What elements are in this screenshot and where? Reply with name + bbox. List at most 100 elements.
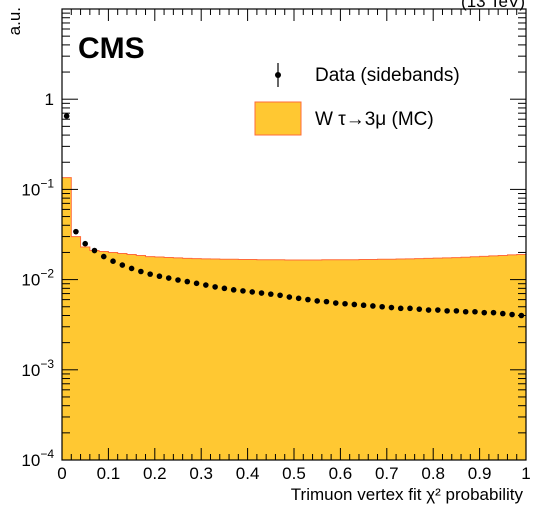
mc-histogram-bin [489, 256, 498, 460]
x-axis-label: Trimuon vertex fit χ² probability [291, 485, 524, 504]
data-point [277, 292, 283, 299]
y-tick-label: 10−1 [21, 176, 54, 199]
data-point [63, 113, 70, 119]
data-point [397, 305, 404, 312]
legend: Data (sidebands) W τ→3μ (MC) [254, 63, 460, 136]
mc-histogram-bin [507, 255, 516, 460]
x-tick-label: 0.7 [375, 464, 399, 483]
data-point [332, 300, 339, 306]
mc-histogram-bin [164, 257, 173, 460]
data-point [481, 309, 488, 316]
data-point [73, 228, 79, 235]
mc-histogram-bin [192, 259, 201, 460]
data-point [286, 294, 293, 300]
mc-histogram-bin [118, 253, 127, 460]
histogram-layer [62, 177, 526, 460]
data-point [462, 308, 469, 315]
data-point [323, 298, 330, 305]
mc-histogram-bin [173, 258, 182, 460]
mc-histogram-bin [99, 251, 108, 460]
data-point [453, 308, 460, 314]
mc-histogram-bin [275, 260, 284, 460]
mc-histogram-bin [387, 259, 396, 460]
y-tick-label: 10−3 [21, 357, 54, 380]
mc-histogram-bin [146, 257, 155, 460]
x-tick-label: 0.8 [421, 464, 445, 483]
data-point [184, 278, 191, 285]
data-point [388, 304, 395, 311]
mc-histogram-bin [81, 247, 90, 460]
mc-histogram-bin [201, 259, 210, 460]
data-point [425, 307, 432, 313]
data-point [175, 277, 181, 283]
mc-histogram-bin [480, 256, 489, 460]
data-point [82, 240, 88, 247]
data-point [416, 306, 423, 312]
mc-histogram-bin [108, 252, 117, 460]
x-tick-label: 0.6 [329, 464, 353, 483]
mc-histogram-bin [461, 257, 470, 460]
mc-histogram-bin [285, 260, 294, 460]
data-point [509, 311, 515, 318]
data-point [435, 307, 441, 313]
data-point [295, 295, 302, 302]
x-tick-label: 0.1 [97, 464, 121, 483]
data-point [91, 247, 98, 254]
mc-histogram-bin [433, 258, 442, 460]
data-point [370, 303, 376, 309]
mc-histogram-bin [155, 257, 164, 460]
mc-histogram-bin [294, 260, 303, 460]
mc-histogram-bin [71, 237, 80, 460]
mc-histogram-bin [378, 259, 387, 460]
mc-histogram-bin [331, 260, 340, 460]
x-tick-label: 0.5 [282, 464, 306, 483]
data-point [240, 288, 246, 294]
axis-tick-labels: 0 0.1 0.2 0.3 0.4 0.5 0.6 0.7 0.8 0.9 1 1 10−1 10−2 10… [21, 90, 530, 483]
data-point [490, 309, 497, 316]
mc-histogram-bin [257, 260, 266, 460]
mc-histogram-line [62, 177, 526, 261]
mc-histogram-bin [517, 254, 526, 460]
mc-histogram-bin [442, 258, 451, 460]
mc-histogram-bin [340, 260, 349, 460]
mc-histogram-bin [350, 260, 359, 460]
data-point [165, 275, 172, 281]
data-point [305, 296, 311, 303]
experiment-label: CMS [78, 32, 145, 65]
mc-histogram-bin [498, 256, 507, 460]
data-point [147, 271, 153, 277]
y-tick-label: 10−2 [21, 267, 54, 290]
legend-label-mc: W τ→3μ (MC) [315, 109, 434, 130]
mc-histogram-bin [424, 258, 433, 460]
data-point [193, 280, 200, 287]
axis-ticks [61, 8, 527, 461]
data-point [444, 308, 450, 314]
data-point [128, 265, 135, 272]
mc-histogram-bin [452, 258, 461, 460]
data-point [138, 268, 144, 275]
data-point [249, 289, 256, 295]
x-tick-label: 1 [521, 464, 530, 483]
data-point [472, 308, 478, 315]
mc-histogram-bin [405, 259, 414, 460]
data-point [119, 262, 126, 268]
data-points-layer [63, 113, 525, 319]
x-tick-label: 0.3 [189, 464, 213, 483]
mc-histogram-bin [396, 259, 405, 460]
data-point [156, 273, 163, 280]
header-right-label: (13 TeV) [461, 0, 525, 11]
data-point [258, 290, 265, 296]
mc-histogram-bin [415, 259, 424, 460]
data-point [351, 301, 358, 308]
mc-histogram-bin [127, 254, 136, 460]
x-tick-label: 0.9 [468, 464, 492, 483]
data-point [407, 305, 413, 312]
data-point [221, 285, 228, 292]
mc-histogram-bin [470, 257, 479, 460]
data-point [360, 302, 367, 309]
mc-histogram-bin [303, 260, 312, 460]
legend-swatch-mc [254, 101, 302, 136]
mc-histogram-bin [368, 260, 377, 460]
mc-histogram-bin [183, 258, 192, 460]
